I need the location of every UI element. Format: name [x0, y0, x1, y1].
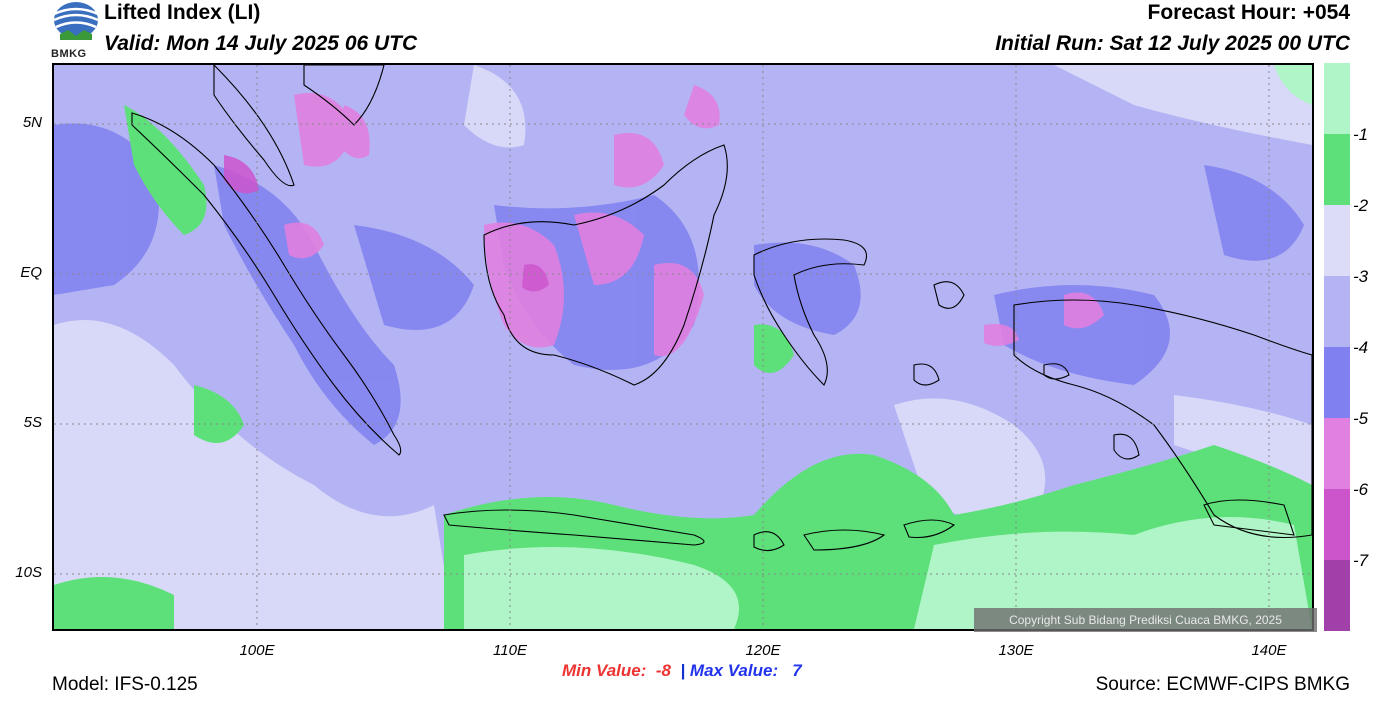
chart-title: Lifted Index (LI): [104, 1, 261, 24]
colorbar-segment: [1324, 63, 1350, 134]
max-label: Max Value:: [689, 661, 779, 680]
colorbar-label: -3: [1353, 267, 1369, 286]
max-value: 7: [792, 661, 802, 680]
lat-label-eq: EQ: [20, 264, 42, 281]
deep-pink-region: [224, 155, 549, 292]
separator: |: [680, 661, 686, 680]
min-value: -8: [655, 661, 671, 680]
colorbar-segment: [1324, 489, 1350, 560]
bmkg-logo: [50, 0, 102, 60]
colorbar-segment: [1324, 276, 1350, 347]
lifted-index-map: [52, 63, 1314, 631]
light-region: [54, 65, 1312, 629]
min-max-values: Min Value: -8 | Max Value: 7: [562, 661, 802, 681]
light-green-region: [464, 65, 1312, 629]
grid-lines: [54, 65, 1312, 629]
lon-label-130e: 130E: [998, 642, 1034, 659]
colorbar-segment: [1324, 134, 1350, 205]
model-label: Model: IFS-0.125: [52, 674, 198, 695]
source-label: Source: ECMWF-CIPS BMKG: [1095, 674, 1350, 695]
coastlines: [131, 65, 1312, 552]
colorbar-segment: [1324, 347, 1350, 418]
copyright-notice: Copyright Sub Bidang Prediksi Cuaca BMKG…: [974, 608, 1317, 632]
logo-text: BMKG: [51, 48, 87, 60]
valid-time: Valid: Mon 14 July 2025 06 UTC: [104, 32, 418, 55]
lon-label-100e: 100E: [239, 642, 275, 659]
colorbar-label: -1: [1353, 125, 1369, 144]
lon-label-110e: 110E: [493, 642, 527, 659]
colorbar-label: -2: [1353, 196, 1369, 215]
colorbar-segment: [1324, 418, 1350, 489]
colorbar-label: -7: [1353, 551, 1369, 570]
colorbar-label: -5: [1353, 409, 1369, 428]
colorbar-segment: [1324, 560, 1350, 631]
colorbar-segment: [1324, 205, 1350, 276]
lat-label-5s: 5S: [23, 414, 42, 431]
min-label: Min Value:: [562, 661, 647, 680]
initial-run: Initial Run: Sat 12 July 2025 00 UTC: [995, 32, 1350, 55]
colorbar-label: -4: [1353, 338, 1369, 357]
lon-label-120e: 120E: [745, 642, 781, 659]
lat-label-5n: 5N: [22, 114, 42, 131]
colorbar-label: -6: [1353, 480, 1369, 499]
colorbar: [1324, 63, 1350, 631]
lon-label-140e: 140E: [1251, 642, 1287, 659]
forecast-hour: Forecast Hour: +054: [1147, 1, 1351, 24]
lat-label-10s: 10S: [15, 564, 42, 581]
